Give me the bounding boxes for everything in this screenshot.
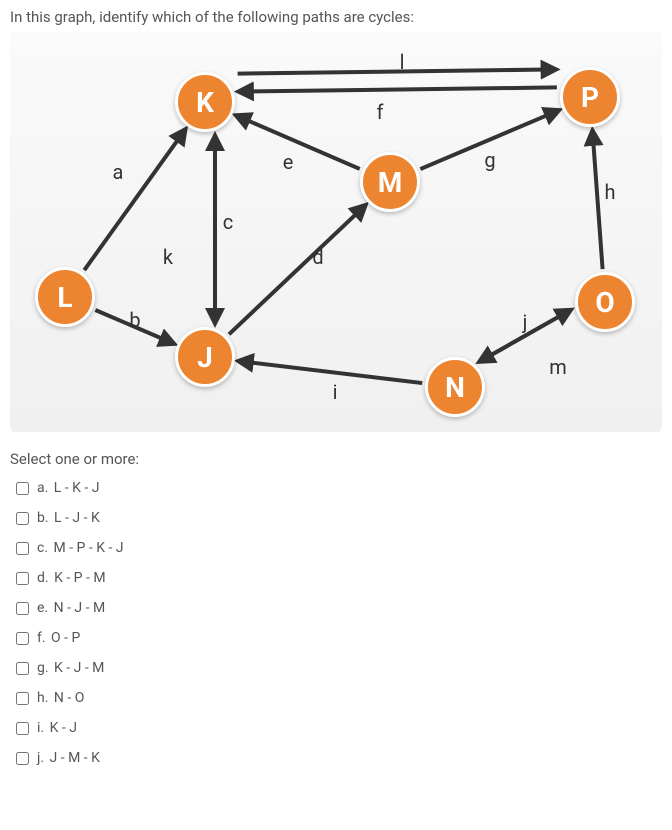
edge-label: d bbox=[312, 245, 323, 269]
options-list: a. L - K - J b. L - J - K c. M - P - K - J… bbox=[10, 480, 662, 766]
option-checkbox[interactable] bbox=[16, 482, 29, 495]
graph-node: J bbox=[175, 327, 235, 387]
option-checkbox[interactable] bbox=[16, 752, 29, 765]
edge-label: c bbox=[223, 210, 233, 234]
edge-label: f bbox=[377, 100, 384, 124]
option-index: e. bbox=[37, 600, 48, 616]
option-row[interactable]: e. N - J - M bbox=[16, 600, 662, 616]
option-text: N - O bbox=[54, 690, 84, 706]
option-index: j. bbox=[37, 750, 44, 766]
option-row[interactable]: f. O - P bbox=[16, 630, 662, 646]
edge-label: j bbox=[523, 310, 528, 334]
option-checkbox[interactable] bbox=[16, 542, 29, 555]
graph-node: P bbox=[560, 67, 620, 127]
option-checkbox[interactable] bbox=[16, 512, 29, 525]
edge-label: k bbox=[163, 245, 173, 269]
edge-label: g bbox=[484, 148, 495, 172]
option-index: h. bbox=[37, 690, 48, 706]
graph-diagram: K P M L J N Oa b c k d e f l g h i jm bbox=[10, 32, 662, 432]
option-text: N - J - M bbox=[54, 600, 106, 616]
option-text: J - M - K bbox=[50, 750, 100, 766]
edge-label: b bbox=[129, 308, 140, 332]
option-row[interactable]: h. N - O bbox=[16, 690, 662, 706]
question-text: In this graph, identify which of the fol… bbox=[10, 8, 662, 26]
option-row[interactable]: i. K - J bbox=[16, 720, 662, 736]
edge-label: a bbox=[113, 160, 124, 184]
edge-line bbox=[238, 361, 422, 383]
graph-node: M bbox=[360, 152, 420, 212]
option-checkbox[interactable] bbox=[16, 632, 29, 645]
option-checkbox[interactable] bbox=[16, 692, 29, 705]
option-text: L - K - J bbox=[54, 480, 100, 496]
option-checkbox[interactable] bbox=[16, 572, 29, 585]
option-text: L - J - K bbox=[54, 510, 100, 526]
edge-line bbox=[238, 87, 557, 91]
graph-node: K bbox=[175, 72, 235, 132]
option-checkbox[interactable] bbox=[16, 722, 29, 735]
edge-line bbox=[238, 69, 557, 73]
option-checkbox[interactable] bbox=[16, 662, 29, 675]
option-checkbox[interactable] bbox=[16, 602, 29, 615]
graph-node: N bbox=[425, 357, 485, 417]
edge-line bbox=[592, 130, 602, 269]
option-index: a. bbox=[37, 480, 48, 496]
option-index: b. bbox=[37, 510, 49, 526]
option-index: i. bbox=[37, 720, 44, 736]
option-row[interactable]: c. M - P - K - J bbox=[16, 540, 662, 556]
edge-label: i bbox=[333, 380, 338, 404]
option-row[interactable]: j. J - M - K bbox=[16, 750, 662, 766]
option-index: c. bbox=[37, 540, 48, 556]
option-index: g. bbox=[37, 660, 49, 676]
select-prompt: Select one or more: bbox=[10, 450, 662, 468]
edge-line bbox=[229, 205, 366, 335]
option-text: O - P bbox=[51, 630, 80, 646]
option-index: f. bbox=[37, 630, 46, 646]
edge-line bbox=[235, 115, 359, 169]
option-text: M - P - K - J bbox=[54, 540, 124, 556]
option-row[interactable]: g. K - J - M bbox=[16, 660, 662, 676]
option-text: K - J - M bbox=[54, 660, 104, 676]
option-row[interactable]: a. L - K - J bbox=[16, 480, 662, 496]
option-row[interactable]: d. K - P - M bbox=[16, 570, 662, 586]
graph-node: O bbox=[575, 272, 635, 332]
edge-label: m bbox=[549, 355, 567, 379]
option-text: K - P - M bbox=[54, 570, 105, 586]
option-row[interactable]: b. L - J - K bbox=[16, 510, 662, 526]
edge-label: l bbox=[400, 50, 405, 74]
edge-label: h bbox=[604, 180, 615, 204]
option-text: K - J bbox=[50, 720, 77, 736]
edge-label: e bbox=[283, 150, 294, 174]
graph-node: L bbox=[35, 267, 95, 327]
option-index: d. bbox=[37, 570, 49, 586]
